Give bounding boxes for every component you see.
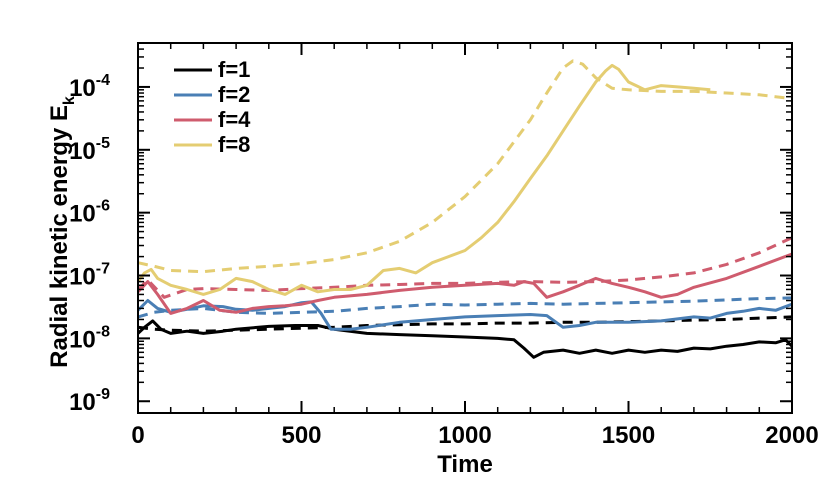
legend-label: f=4 bbox=[218, 107, 251, 132]
legend: f=1f=2f=4f=8 bbox=[174, 57, 251, 157]
tick-labels: 0 500 1000 1500 2000 10-9 10-8 10-7 10-6 10-5 10-4 bbox=[69, 72, 819, 449]
series-line-0 bbox=[136, 319, 794, 359]
series-line-5 bbox=[136, 236, 793, 299]
y-tick-label: 10-6 bbox=[69, 198, 110, 228]
y-axis-title-main: Radial kinetic energy E bbox=[46, 105, 73, 368]
x-tick-label: 1000 bbox=[438, 422, 491, 449]
y-tick-label: 10-8 bbox=[69, 323, 110, 353]
y-tick-label: 10-9 bbox=[69, 386, 110, 416]
legend-label: f=2 bbox=[218, 82, 250, 107]
y-tick-label: 10-7 bbox=[69, 261, 110, 291]
legend-label: f=1 bbox=[218, 57, 250, 82]
x-axis-title: Time bbox=[437, 451, 493, 478]
series-line-6 bbox=[136, 63, 711, 296]
x-tick-label: 2000 bbox=[765, 422, 818, 449]
plot-series bbox=[136, 59, 794, 359]
y-axis-title-subscript: k bbox=[61, 96, 78, 105]
y-axis-title: Radial kinetic energy Ek bbox=[46, 96, 78, 368]
y-tick-label: 10-5 bbox=[69, 135, 110, 165]
x-tick-label: 0 bbox=[131, 422, 144, 449]
x-tick-label: 500 bbox=[281, 422, 321, 449]
series-line-3 bbox=[137, 296, 793, 319]
series-line-7 bbox=[137, 59, 793, 274]
x-tick-label: 1500 bbox=[602, 422, 655, 449]
legend-label: f=8 bbox=[218, 132, 250, 157]
axes bbox=[137, 42, 793, 414]
series-line-2 bbox=[136, 299, 793, 331]
series-line-4 bbox=[136, 252, 793, 315]
y-tick-label: 10-4 bbox=[69, 72, 110, 102]
series-line-1 bbox=[137, 315, 793, 333]
